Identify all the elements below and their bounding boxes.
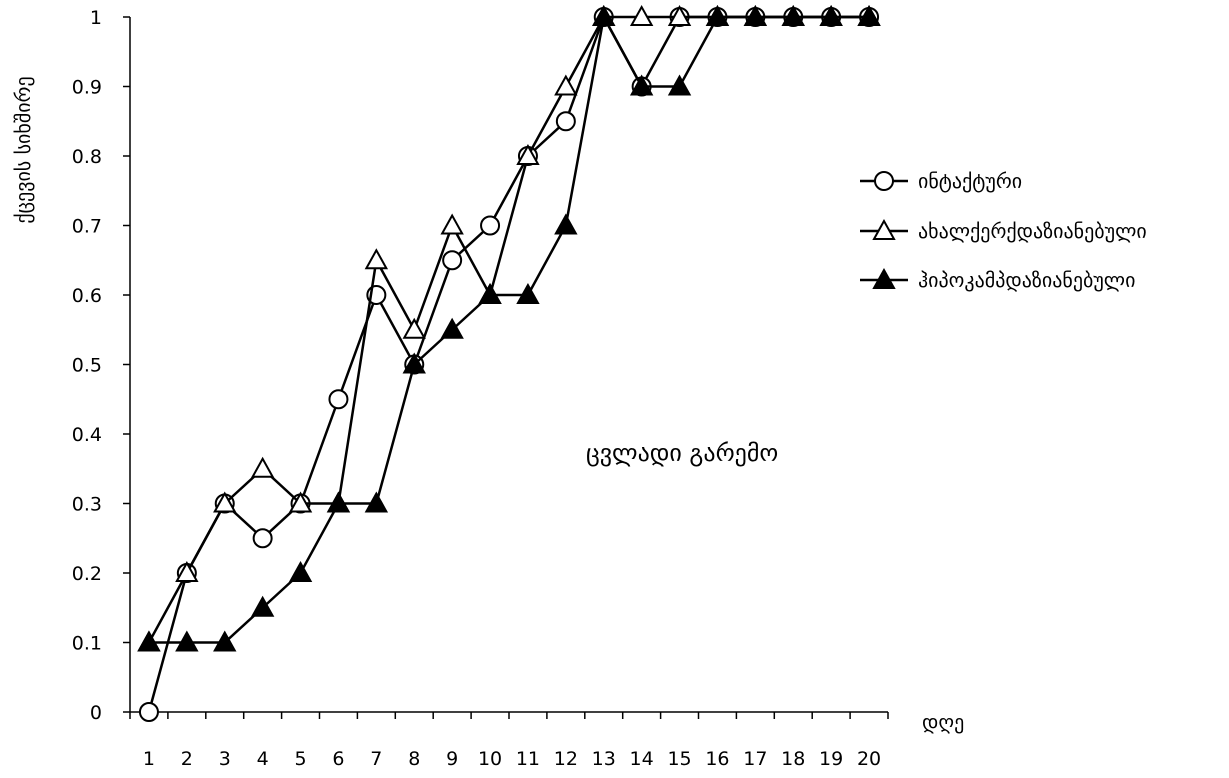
data-point [326, 491, 351, 513]
y-axis-title: ქცევის სიხშირე [11, 76, 35, 223]
x-tick-label: 10 [478, 748, 502, 770]
series-line [148, 13, 870, 644]
x-tick-label: 19 [819, 748, 843, 770]
x-tick-label: 6 [332, 748, 344, 770]
legend-marker [874, 171, 894, 191]
legend-marker [872, 267, 896, 289]
data-point [857, 4, 881, 26]
legend-item: ჰიპოკამპდაზიანებული [860, 267, 1135, 292]
legend-label: ჰიპოკამპდაზიანებული [918, 268, 1135, 292]
y-tick-label: 0.5 [72, 355, 102, 377]
data-point [478, 282, 502, 304]
x-tick-label: 4 [257, 748, 269, 770]
series-layer [137, 4, 881, 722]
data-point [629, 74, 654, 96]
data-point [252, 528, 273, 549]
data-point [442, 250, 463, 271]
y-tick-labels: 0 0.1 0.2 0.3 0.4 0.5 0.6 0.7 0.8 0.9 1 [72, 7, 102, 724]
series-1 [138, 7, 880, 722]
y-tick-label: 0.4 [72, 424, 102, 446]
x-tick-label: 15 [667, 748, 691, 770]
data-point [175, 630, 199, 652]
y-tick-label: 0 [90, 702, 102, 724]
x-tick-label: 12 [554, 748, 578, 770]
y-tick-label: 0.9 [72, 77, 102, 99]
y-tick-label: 0.3 [72, 494, 102, 516]
x-tick-labels: 1 2 3 4 5 6 7 8 9 10 11 12 13 14 15 16 17 18 19 20 [143, 748, 881, 770]
data-point [555, 111, 576, 132]
x-tick-label: 17 [743, 748, 767, 770]
data-point [213, 630, 237, 652]
y-tick-label: 1 [90, 7, 102, 29]
x-tick-label: 9 [446, 748, 458, 770]
data-point [402, 352, 426, 374]
x-axis-title: დღე [922, 710, 964, 734]
data-point [592, 4, 616, 26]
data-point [250, 595, 275, 617]
data-point [743, 4, 768, 26]
data-point [480, 215, 501, 236]
data-point [402, 317, 426, 339]
data-point [554, 74, 578, 96]
data-point [667, 74, 692, 96]
x-tick-label: 14 [630, 748, 654, 770]
data-point [554, 213, 578, 235]
legend-label: ინტაქტური [918, 169, 1022, 193]
x-tick-label: 20 [857, 748, 881, 770]
x-tick-label: 8 [408, 748, 420, 770]
data-point [516, 143, 540, 165]
data-point [213, 491, 237, 513]
data-point [288, 560, 313, 582]
y-tick-label: 0.8 [72, 146, 102, 168]
data-point [440, 317, 464, 339]
legend-label: ახალქერქდაზიანებული [918, 219, 1147, 243]
x-tick-label: 13 [592, 748, 616, 770]
data-point [137, 630, 161, 652]
x-tick-label: 11 [516, 748, 540, 770]
y-tick-label: 0.1 [72, 633, 102, 655]
data-point [328, 389, 349, 410]
axes [123, 16, 889, 719]
x-tick-label: 16 [705, 748, 729, 770]
legend-item: ახალქერქდაზიანებული [860, 218, 1147, 243]
legend-item: ინტაქტური [860, 169, 1022, 193]
data-point [667, 4, 692, 26]
x-tick-label: 7 [370, 748, 382, 770]
data-point [440, 213, 464, 235]
data-point [819, 4, 843, 26]
legend: ინტაქტური ახალქერქდაზიანებული ჰიპოკამპდაზი… [860, 169, 1147, 292]
series-line [147, 15, 870, 644]
data-point [516, 282, 540, 304]
x-tick-label: 3 [219, 748, 231, 770]
data-point [175, 560, 199, 582]
y-tick-label: 0.2 [72, 563, 102, 585]
chart-annotation: ცვლადი გარემო [586, 439, 778, 467]
x-tick-label: 18 [781, 748, 805, 770]
x-tick-label: 5 [295, 748, 307, 770]
data-point [705, 4, 730, 26]
data-point [364, 491, 389, 513]
data-point [629, 4, 654, 26]
data-point [781, 4, 805, 26]
data-point [250, 456, 275, 478]
x-tick-label: 1 [143, 748, 155, 770]
y-tick-label: 0.6 [72, 285, 102, 307]
data-point [288, 491, 313, 513]
legend-marker [872, 218, 896, 240]
data-point [138, 702, 159, 722]
series-3 [137, 4, 881, 652]
x-tick-label: 2 [181, 748, 193, 770]
series-2 [137, 4, 881, 652]
data-point [364, 248, 389, 270]
y-tick-label: 0.7 [72, 216, 102, 238]
